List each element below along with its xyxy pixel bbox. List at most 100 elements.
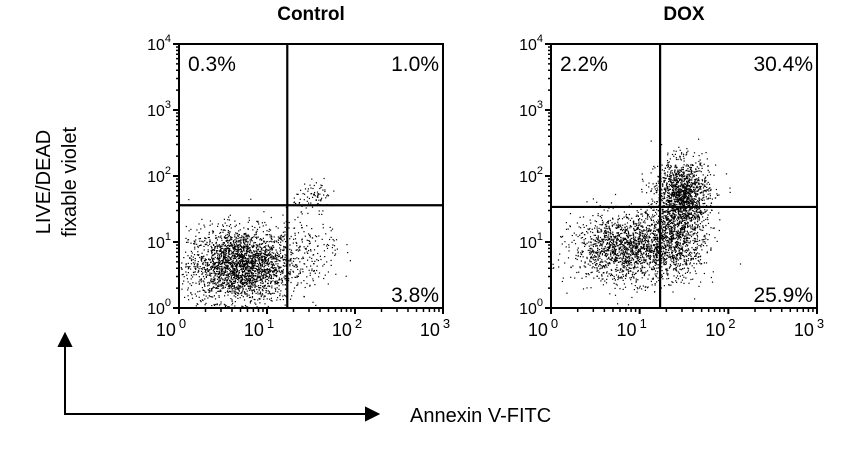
data-point [625, 215, 627, 217]
data-point [243, 250, 245, 252]
data-point [635, 278, 637, 280]
data-point [245, 258, 247, 260]
data-point [302, 193, 304, 195]
data-point [607, 263, 609, 265]
data-point [573, 239, 575, 241]
data-point [260, 260, 263, 262]
data-point [249, 241, 251, 243]
data-point [190, 250, 192, 252]
data-point [255, 256, 257, 258]
data-point [686, 200, 688, 202]
data-point [677, 170, 679, 172]
data-point [183, 257, 185, 259]
data-point [612, 252, 614, 254]
data-point [274, 283, 277, 285]
data-point [222, 262, 224, 264]
data-point [607, 230, 609, 233]
data-point [681, 152, 683, 154]
data-point [676, 189, 678, 191]
data-point [683, 202, 685, 204]
data-point [257, 276, 259, 278]
data-point [234, 271, 236, 273]
data-point [243, 254, 245, 256]
data-point [278, 277, 280, 279]
data-point [235, 287, 237, 289]
data-point [322, 265, 324, 267]
data-point [586, 242, 588, 244]
data-point [281, 272, 283, 274]
data-point [628, 253, 630, 255]
data-point [201, 252, 203, 254]
data-point [256, 269, 259, 271]
data-point [205, 291, 207, 293]
data-point [653, 250, 655, 252]
x-tick-label: 10 2 [332, 316, 362, 340]
data-point [242, 262, 244, 264]
data-point [677, 253, 679, 255]
data-point [234, 247, 236, 249]
data-point [224, 278, 226, 280]
data-point [232, 279, 234, 281]
data-point [696, 215, 699, 218]
data-point [241, 247, 243, 249]
data-point [610, 231, 612, 233]
data-point [219, 246, 221, 248]
data-point [684, 194, 686, 196]
data-point [281, 257, 283, 259]
data-point [251, 258, 253, 260]
data-point [627, 230, 629, 232]
data-point [658, 252, 660, 255]
data-point [247, 280, 249, 282]
data-point [612, 252, 614, 254]
data-point [296, 275, 298, 277]
data-point [234, 280, 237, 282]
data-point [312, 187, 314, 190]
data-point [259, 291, 262, 293]
data-point [253, 236, 255, 238]
data-point [238, 230, 240, 232]
data-point [215, 282, 217, 284]
data-point [627, 264, 629, 266]
data-point [258, 264, 260, 266]
data-point [316, 269, 318, 272]
data-point [228, 284, 230, 286]
data-point [601, 259, 603, 261]
data-point [601, 219, 603, 221]
data-point [634, 247, 636, 249]
data-point [259, 302, 261, 304]
data-point [282, 255, 284, 258]
data-point [196, 264, 198, 266]
data-point [243, 234, 245, 236]
data-point [624, 237, 627, 239]
data-point [306, 282, 308, 285]
data-point [331, 247, 333, 249]
data-point [586, 287, 588, 289]
data-point [220, 235, 222, 237]
data-point [324, 190, 326, 193]
data-point [689, 272, 691, 274]
data-point [698, 260, 700, 262]
data-point [661, 254, 663, 256]
data-point [217, 223, 219, 225]
data-point [619, 240, 621, 242]
data-point [253, 289, 255, 291]
data-point [233, 272, 235, 274]
data-point [605, 261, 607, 263]
data-point [604, 245, 606, 248]
data-point [640, 252, 642, 254]
data-point [671, 239, 673, 241]
data-point [629, 239, 631, 241]
data-point [221, 260, 223, 262]
data-point [187, 295, 189, 297]
data-point [240, 259, 242, 261]
data-point [271, 252, 273, 254]
data-point [606, 243, 608, 246]
data-point [605, 239, 607, 241]
data-point [180, 267, 182, 269]
data-point [607, 275, 609, 277]
data-point [681, 199, 683, 201]
data-point [249, 285, 252, 287]
data-point [206, 243, 208, 245]
data-point [320, 258, 322, 261]
data-point [621, 241, 623, 243]
